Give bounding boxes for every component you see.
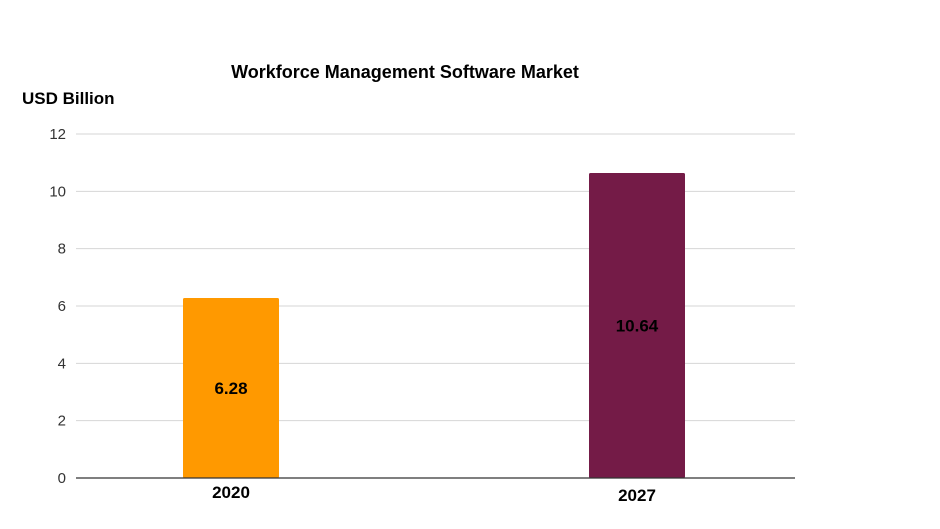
y-axis-label: USD Billion <box>22 89 115 108</box>
y-tick-label-10: 10 <box>49 183 66 200</box>
y-tick-label-2: 2 <box>58 413 66 430</box>
y-tick-label-12: 12 <box>49 126 66 143</box>
data-label-2020: 6.28 <box>214 379 247 398</box>
x-axis-categories: 2020 2027 <box>212 483 656 505</box>
bar-2027 <box>589 172 685 478</box>
y-tick-label-6: 6 <box>58 298 66 315</box>
bar-2020 <box>183 297 279 478</box>
bars <box>183 172 685 478</box>
y-tick-label-0: 0 <box>58 470 66 487</box>
y-axis-ticks: 0 2 4 6 8 10 12 <box>49 126 66 487</box>
y-tick-label-4: 4 <box>58 355 66 372</box>
y-tick-label-8: 8 <box>58 241 66 258</box>
x-category-label-2027: 2027 <box>618 486 656 505</box>
data-label-2027: 10.64 <box>616 316 659 335</box>
chart-title: Workforce Management Software Market <box>231 62 579 82</box>
data-labels: 6.28 10.64 <box>214 316 658 397</box>
x-category-label-2020: 2020 <box>212 483 250 502</box>
